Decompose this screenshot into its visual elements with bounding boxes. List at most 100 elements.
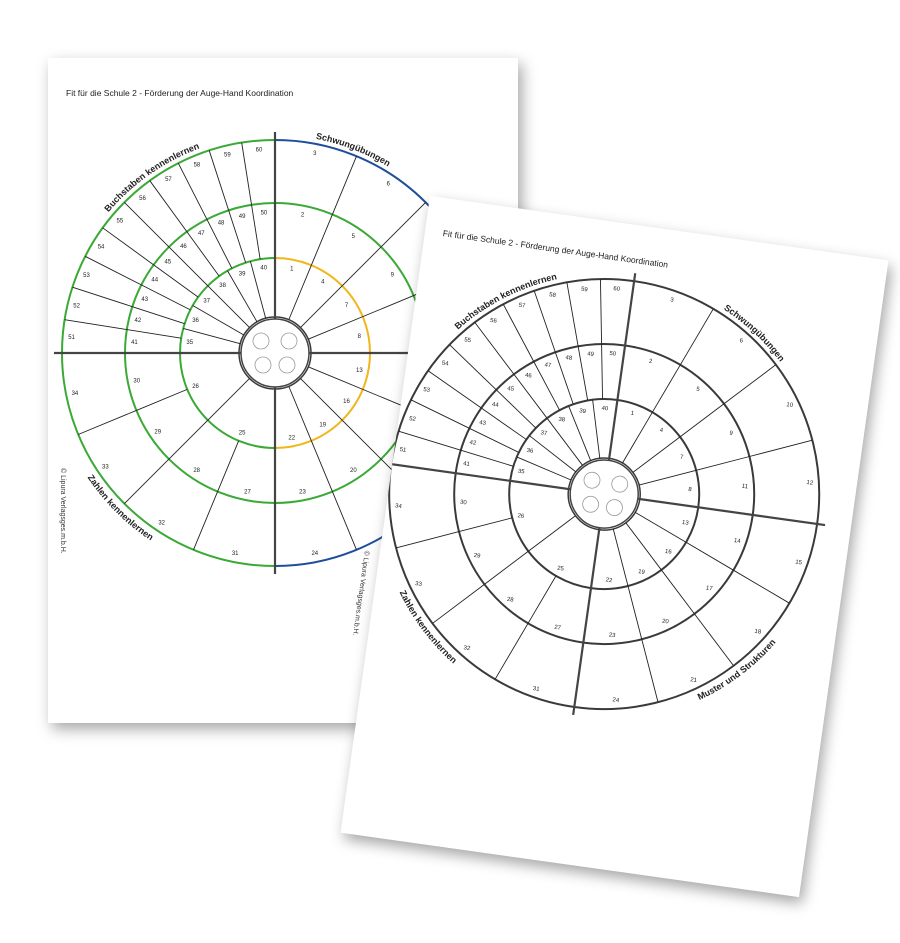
segment-divider	[502, 304, 535, 362]
segment-divider	[632, 436, 681, 473]
segment-number: 38	[219, 283, 226, 289]
segment-number: 15	[795, 560, 803, 567]
segment-divider	[733, 569, 790, 604]
segment-divider	[546, 417, 583, 466]
segment-divider	[124, 458, 170, 504]
segment-divider	[124, 202, 170, 248]
segment-number: 60	[613, 286, 621, 293]
segment-divider	[241, 142, 252, 205]
segment-number: 6	[739, 338, 744, 344]
center-circle	[569, 459, 639, 529]
segment-number: 36	[526, 448, 534, 455]
segment-number: 47	[198, 231, 205, 237]
label-path	[86, 138, 237, 244]
segment-divider	[652, 364, 681, 413]
segment-divider	[395, 531, 460, 549]
section-label-top-left: Buchstaben kennenlernen	[452, 258, 559, 344]
segment-number: 2	[301, 213, 305, 219]
segment-number: 8	[358, 334, 362, 340]
segment-divider	[566, 282, 579, 347]
butterfly-icon	[280, 332, 298, 350]
segment-number: 32	[158, 521, 165, 527]
segment-number: 32	[463, 645, 471, 652]
segment-divider	[554, 352, 574, 405]
segment-number: 46	[180, 244, 187, 250]
segment-number: 48	[218, 221, 225, 227]
segment-number: 45	[164, 259, 171, 265]
segment-number: 36	[192, 318, 199, 324]
segment-divider	[126, 329, 182, 339]
label-path	[657, 285, 823, 412]
segment-number: 40	[260, 266, 267, 272]
segment-divider	[481, 407, 527, 440]
segment-number: 26	[192, 384, 199, 390]
segment-number: 56	[490, 318, 498, 325]
segment-number: 16	[343, 399, 350, 405]
segment-number: 7	[679, 454, 684, 460]
segment-number: 8	[688, 487, 693, 493]
segment-divider	[516, 456, 572, 481]
segment-divider	[460, 449, 514, 467]
segment-divider	[85, 255, 142, 286]
segment-number: 20	[662, 619, 670, 626]
segment-number: 13	[356, 368, 363, 374]
worksheet-title: Fit für die Schule 2 - Förderung der Aug…	[66, 88, 294, 98]
segment-number: 1	[290, 267, 294, 273]
segment-number: 42	[135, 318, 142, 324]
segment-number: 25	[239, 430, 246, 436]
segment-number: 53	[423, 387, 431, 394]
segment-divider	[685, 541, 734, 571]
segment-number: 35	[186, 340, 193, 346]
segment-number: 9	[391, 273, 395, 279]
segment-divider	[449, 344, 497, 391]
segment-divider	[641, 639, 659, 703]
segment-number: 54	[98, 244, 105, 250]
segment-number: 57	[165, 177, 172, 183]
segment-number: 34	[72, 391, 79, 397]
segment-divider	[308, 316, 363, 340]
segment-divider	[529, 435, 577, 473]
segment-number: 30	[133, 379, 140, 385]
ring-arc	[567, 488, 600, 531]
segment-divider	[310, 440, 333, 492]
segment-number: 39	[239, 272, 246, 278]
segment-number: 52	[409, 416, 417, 423]
segment-divider	[638, 469, 697, 486]
segment-number: 3	[670, 297, 675, 303]
segment-divider	[484, 550, 529, 585]
segment-number: 2	[648, 359, 653, 365]
segment-divider	[625, 522, 662, 571]
segment-number: 6	[387, 181, 391, 187]
ring-arc	[609, 457, 641, 500]
segment-number: 31	[532, 686, 540, 693]
segment-number: 4	[659, 428, 664, 434]
center-circle	[240, 318, 310, 388]
segment-divider	[527, 575, 557, 624]
segment-number: 27	[244, 489, 251, 495]
segment-divider	[612, 528, 629, 587]
circle-diagram: 1478259113610121316192214172023151821242…	[383, 258, 826, 716]
segment-divider	[186, 231, 220, 277]
segment-number: 14	[733, 538, 741, 545]
segment-number: 44	[151, 277, 158, 283]
segment-divider	[749, 439, 813, 457]
segment-number: 13	[682, 520, 690, 527]
bird-icon	[278, 356, 296, 374]
segment-divider	[300, 285, 343, 328]
segment-number: 55	[464, 337, 472, 344]
segment-number: 47	[544, 362, 552, 369]
elephant-icon	[583, 471, 601, 489]
elephant-icon	[252, 332, 270, 350]
segment-divider	[153, 264, 199, 298]
segment-divider	[331, 156, 357, 215]
segment-number: 33	[102, 464, 109, 470]
segment-number: 27	[554, 625, 562, 632]
section-label-text: Schwungübungen	[716, 302, 793, 364]
segment-divider	[183, 327, 241, 345]
segment-number: 59	[224, 153, 231, 159]
segment-divider	[696, 456, 750, 471]
segment-number: 48	[565, 355, 573, 362]
segment-divider	[132, 306, 185, 325]
segment-number: 26	[517, 513, 525, 520]
segment-number: 9	[729, 431, 734, 437]
